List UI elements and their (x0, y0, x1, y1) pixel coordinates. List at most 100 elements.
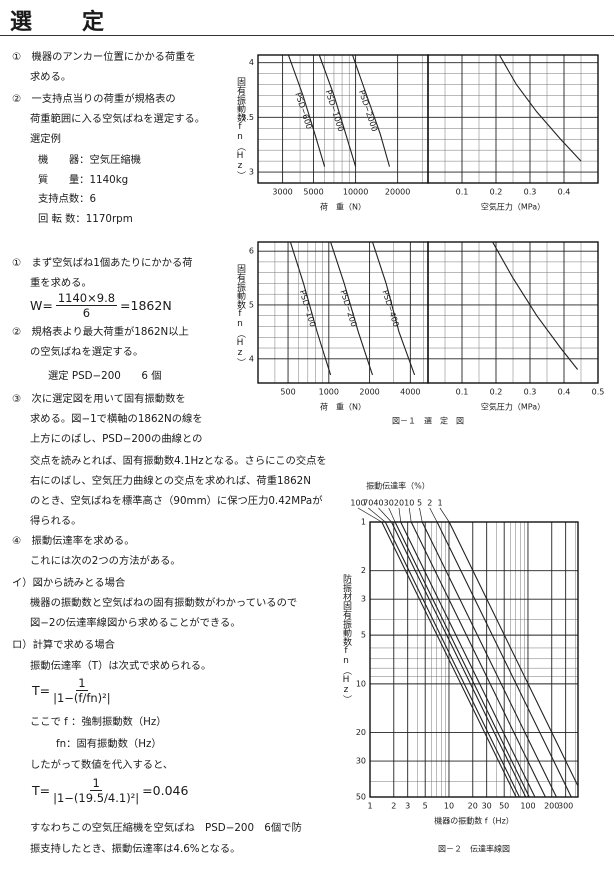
curve (351, 55, 391, 167)
plot-frame (257, 241, 429, 384)
plot-frame (427, 54, 599, 184)
page-title: 選 定 (10, 10, 107, 35)
text-line: ① 機器のアンカー位置にかかる荷重を (12, 51, 196, 63)
text-line: 図−2の伝達率線図から求めることができる。 (30, 617, 241, 629)
curve (391, 522, 527, 797)
legend-label: 5 (417, 499, 422, 508)
denominator: |1−(19.5/4.1)²| (53, 791, 140, 805)
x-tick-label: 100 (520, 802, 535, 811)
x-tick-label: 0.4 (558, 388, 571, 397)
x-tick-label: 500 (280, 388, 295, 397)
curve (448, 522, 578, 788)
curve (381, 522, 517, 797)
text-line: 交点を読みとれば、固有振動数4.1Hzとなる。さらにこの交点を (30, 455, 327, 467)
curve (410, 522, 546, 797)
x-tick-label: 0.3 (524, 388, 537, 397)
y-axis-label: 固有振動数fn（Hz） (235, 264, 246, 367)
legend-label: 30 (384, 499, 394, 508)
numerator: 1 (90, 776, 102, 791)
chart: 0.1 0.2 0.3 0.4 空気圧力（MPa） (427, 54, 599, 212)
x-tick-label: 5000 (303, 188, 323, 197)
x-axis-label: 荷 重（N） (320, 202, 366, 212)
curve (394, 522, 530, 797)
x-tick-label: 1000 (319, 388, 339, 397)
legend-label: 20 (394, 499, 404, 508)
y-tick-label: 1 (361, 518, 366, 527)
curve (436, 522, 572, 797)
title-rule (0, 35, 614, 36)
leader-line (368, 507, 386, 523)
x-tick-label: 200 (544, 802, 559, 811)
leader-line (357, 507, 382, 523)
leader-line (419, 507, 423, 523)
x-tick-label: 0.4 (558, 188, 571, 197)
text-line: ③ 次に選定図を用いて固有振動数を (12, 393, 186, 405)
chart: 500 1000 2000 4000 4 5 6 PSD−100 PSD−200 PSD−400 荷… (235, 241, 429, 412)
y-axis-label: 防振材固有振動数fn（Hz） (341, 573, 352, 704)
formula-lhs: T= (32, 783, 51, 798)
leader-line (398, 507, 402, 523)
curve (330, 242, 374, 376)
x-tick-label: 20000 (385, 188, 410, 197)
curve (421, 522, 557, 797)
text-line: 質 量：1140kg (38, 174, 129, 186)
chart: 0.1 0.2 0.3 0.4 0.5 空気圧力（MPa） 図－１ 選 定 図 (392, 241, 604, 426)
y-tick-label: 4 (249, 354, 254, 363)
text-line: 振支持したとき、振動伝達率は4.6%となる。 (30, 843, 241, 855)
x-tick-label: 4000 (400, 388, 420, 397)
text-line: 機器の振動数と空気ばねの固有振動数がわかっているので (30, 597, 298, 609)
series-label: PSD−400 (380, 289, 400, 328)
plot-frame (257, 54, 429, 184)
x-tick-label: 20 (468, 802, 478, 811)
x-tick-label: 0.1 (456, 388, 469, 397)
text-line: 回 転 数：1170rpm (38, 213, 133, 225)
curve (498, 55, 582, 162)
legend-label: 40 (373, 499, 383, 508)
text-line: したがって数値を代入すると、 (30, 759, 174, 771)
x-tick-label: 10000 (343, 188, 368, 197)
y-tick-label: 6 (249, 247, 254, 256)
plot-frame (369, 521, 579, 798)
text-line: 重を求める。 (30, 277, 92, 289)
chart-title: 振動伝達率（%） (366, 481, 430, 491)
formula-lhs: T= (32, 683, 51, 698)
text-line: イ）図から読みとる場合 (12, 577, 126, 589)
text-line: これには次の2つの方法がある。 (30, 555, 181, 567)
y-tick-label: 20 (356, 728, 366, 737)
y-tick-label: 4 (249, 58, 254, 67)
x-tick-label: 3000 (272, 188, 292, 197)
y-tick-label: 3 (361, 595, 366, 604)
curve (371, 242, 416, 376)
text-line: ② 一支持点当りの荷重が規格表の (12, 93, 176, 105)
text-line: ロ）計算で求める場合 (12, 639, 115, 651)
text-line: fn：固有振動数（Hz） (56, 738, 162, 750)
legend-label: 100 (350, 499, 365, 508)
curve (384, 522, 520, 797)
text-line: 支持点数：6 (38, 193, 97, 205)
x-tick-label: 3 (405, 802, 410, 811)
x-tick-label: 2000 (359, 388, 379, 397)
text-line: ① まず空気ばね1個あたりにかかる荷 (12, 257, 193, 269)
x-tick-label: 1 (367, 802, 372, 811)
x-axis-label: 荷 重（N） (320, 402, 366, 412)
x-tick-label: 30 (482, 802, 492, 811)
x-axis-label: 機器の振動数 f（Hz） (434, 816, 514, 826)
y-tick-label: 10 (356, 679, 366, 688)
text-line: 上方にのばし、PSD−200の曲線との (30, 433, 203, 445)
x-tick-label: 0.3 (524, 188, 537, 197)
leader-line (388, 507, 396, 523)
y-tick-label: 3 (249, 168, 254, 177)
fraction: 1 |1−(19.5/4.1)²| (53, 776, 139, 805)
text-line: 機 器：空気圧縮機 (38, 154, 141, 166)
x-tick-label: 0.2 (490, 188, 503, 197)
fraction: 1140×9.8 6 (55, 291, 118, 320)
x-axis-label: 空気圧力（MPa） (481, 402, 545, 412)
denominator: 6 (82, 306, 91, 320)
x-axis-label: 空気圧力（MPa） (481, 202, 545, 212)
text-line: 得られる。 (30, 515, 82, 527)
series-label: PSD−200 (338, 289, 358, 328)
